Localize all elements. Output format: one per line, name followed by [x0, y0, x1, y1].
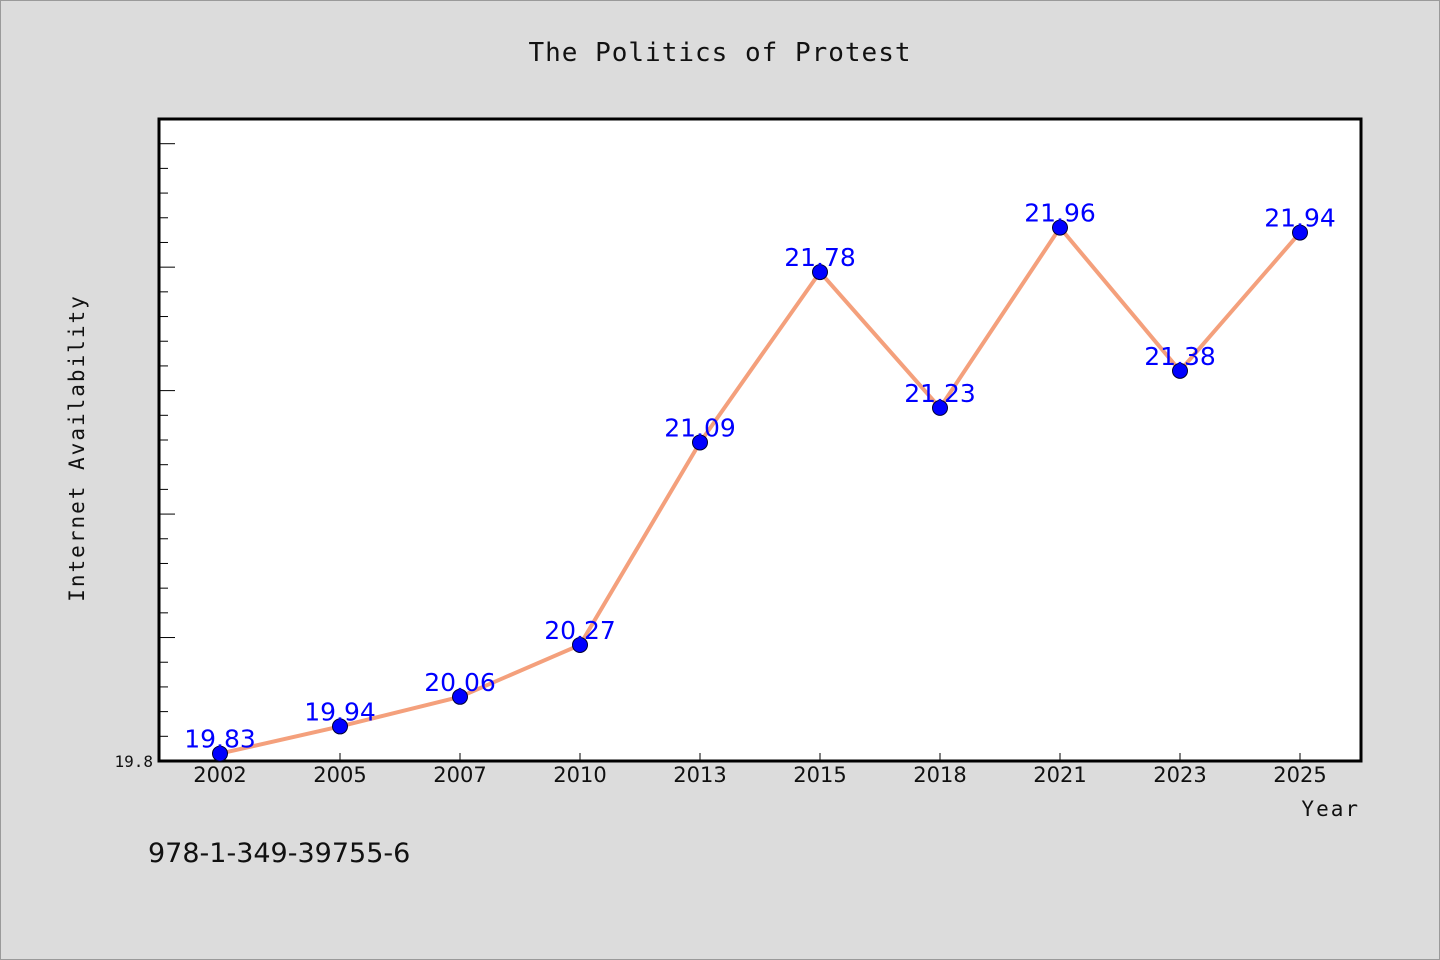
data-point [1292, 224, 1308, 241]
series-group: 19.83 19.94 20.06 20.27 21.09 21.78 21.23 21.96… [184, 199, 1336, 762]
isbn-footer: 978-1-349-39755-6 [148, 838, 410, 869]
x-tick-label: 2002 [193, 763, 246, 787]
data-label: 21.23 [904, 379, 976, 408]
data-label: 21.38 [1144, 342, 1216, 371]
data-label: 21.09 [664, 413, 736, 442]
chart-title: The Politics of Protest [528, 38, 911, 68]
plot-area [157, 117, 1363, 763]
data-label: 20.27 [544, 616, 616, 645]
y-axis-label: Internet Availability [65, 294, 89, 602]
x-tick-label: 2015 [793, 763, 846, 787]
data-label: 21.96 [1024, 199, 1096, 228]
x-tick-label: 2005 [313, 763, 366, 787]
data-label: 19.83 [184, 725, 256, 754]
data-label: 21.78 [784, 243, 856, 272]
data-point [332, 718, 348, 735]
x-tick-label: 2013 [673, 763, 726, 787]
x-tick-label: 2025 [1273, 763, 1326, 787]
x-tick-label: 2010 [553, 763, 606, 787]
data-point [1172, 362, 1188, 379]
x-tick-label: 2023 [1153, 763, 1206, 787]
y-tick-label: 19.8 [114, 752, 153, 771]
x-tick-label: 2021 [1033, 763, 1086, 787]
data-point [692, 434, 708, 451]
series-line [218, 225, 1302, 756]
x-tick-label: 2018 [913, 763, 966, 787]
data-point [932, 399, 948, 416]
data-point [1052, 219, 1068, 236]
data-point [812, 264, 828, 281]
data-label: 20.06 [424, 668, 496, 697]
x-axis-label: Year [1301, 797, 1360, 821]
data-point [572, 636, 588, 653]
x-tick-label: 2007 [433, 763, 486, 787]
data-point [212, 745, 228, 762]
data-point [452, 688, 468, 705]
x-axis: 2002 2005 2007 2010 2013 2015 2018 2021 2023 2025 [193, 753, 1327, 787]
y-axis: 19.8 [114, 118, 175, 771]
data-label: 19.94 [304, 697, 376, 726]
data-label: 21.94 [1264, 204, 1336, 233]
